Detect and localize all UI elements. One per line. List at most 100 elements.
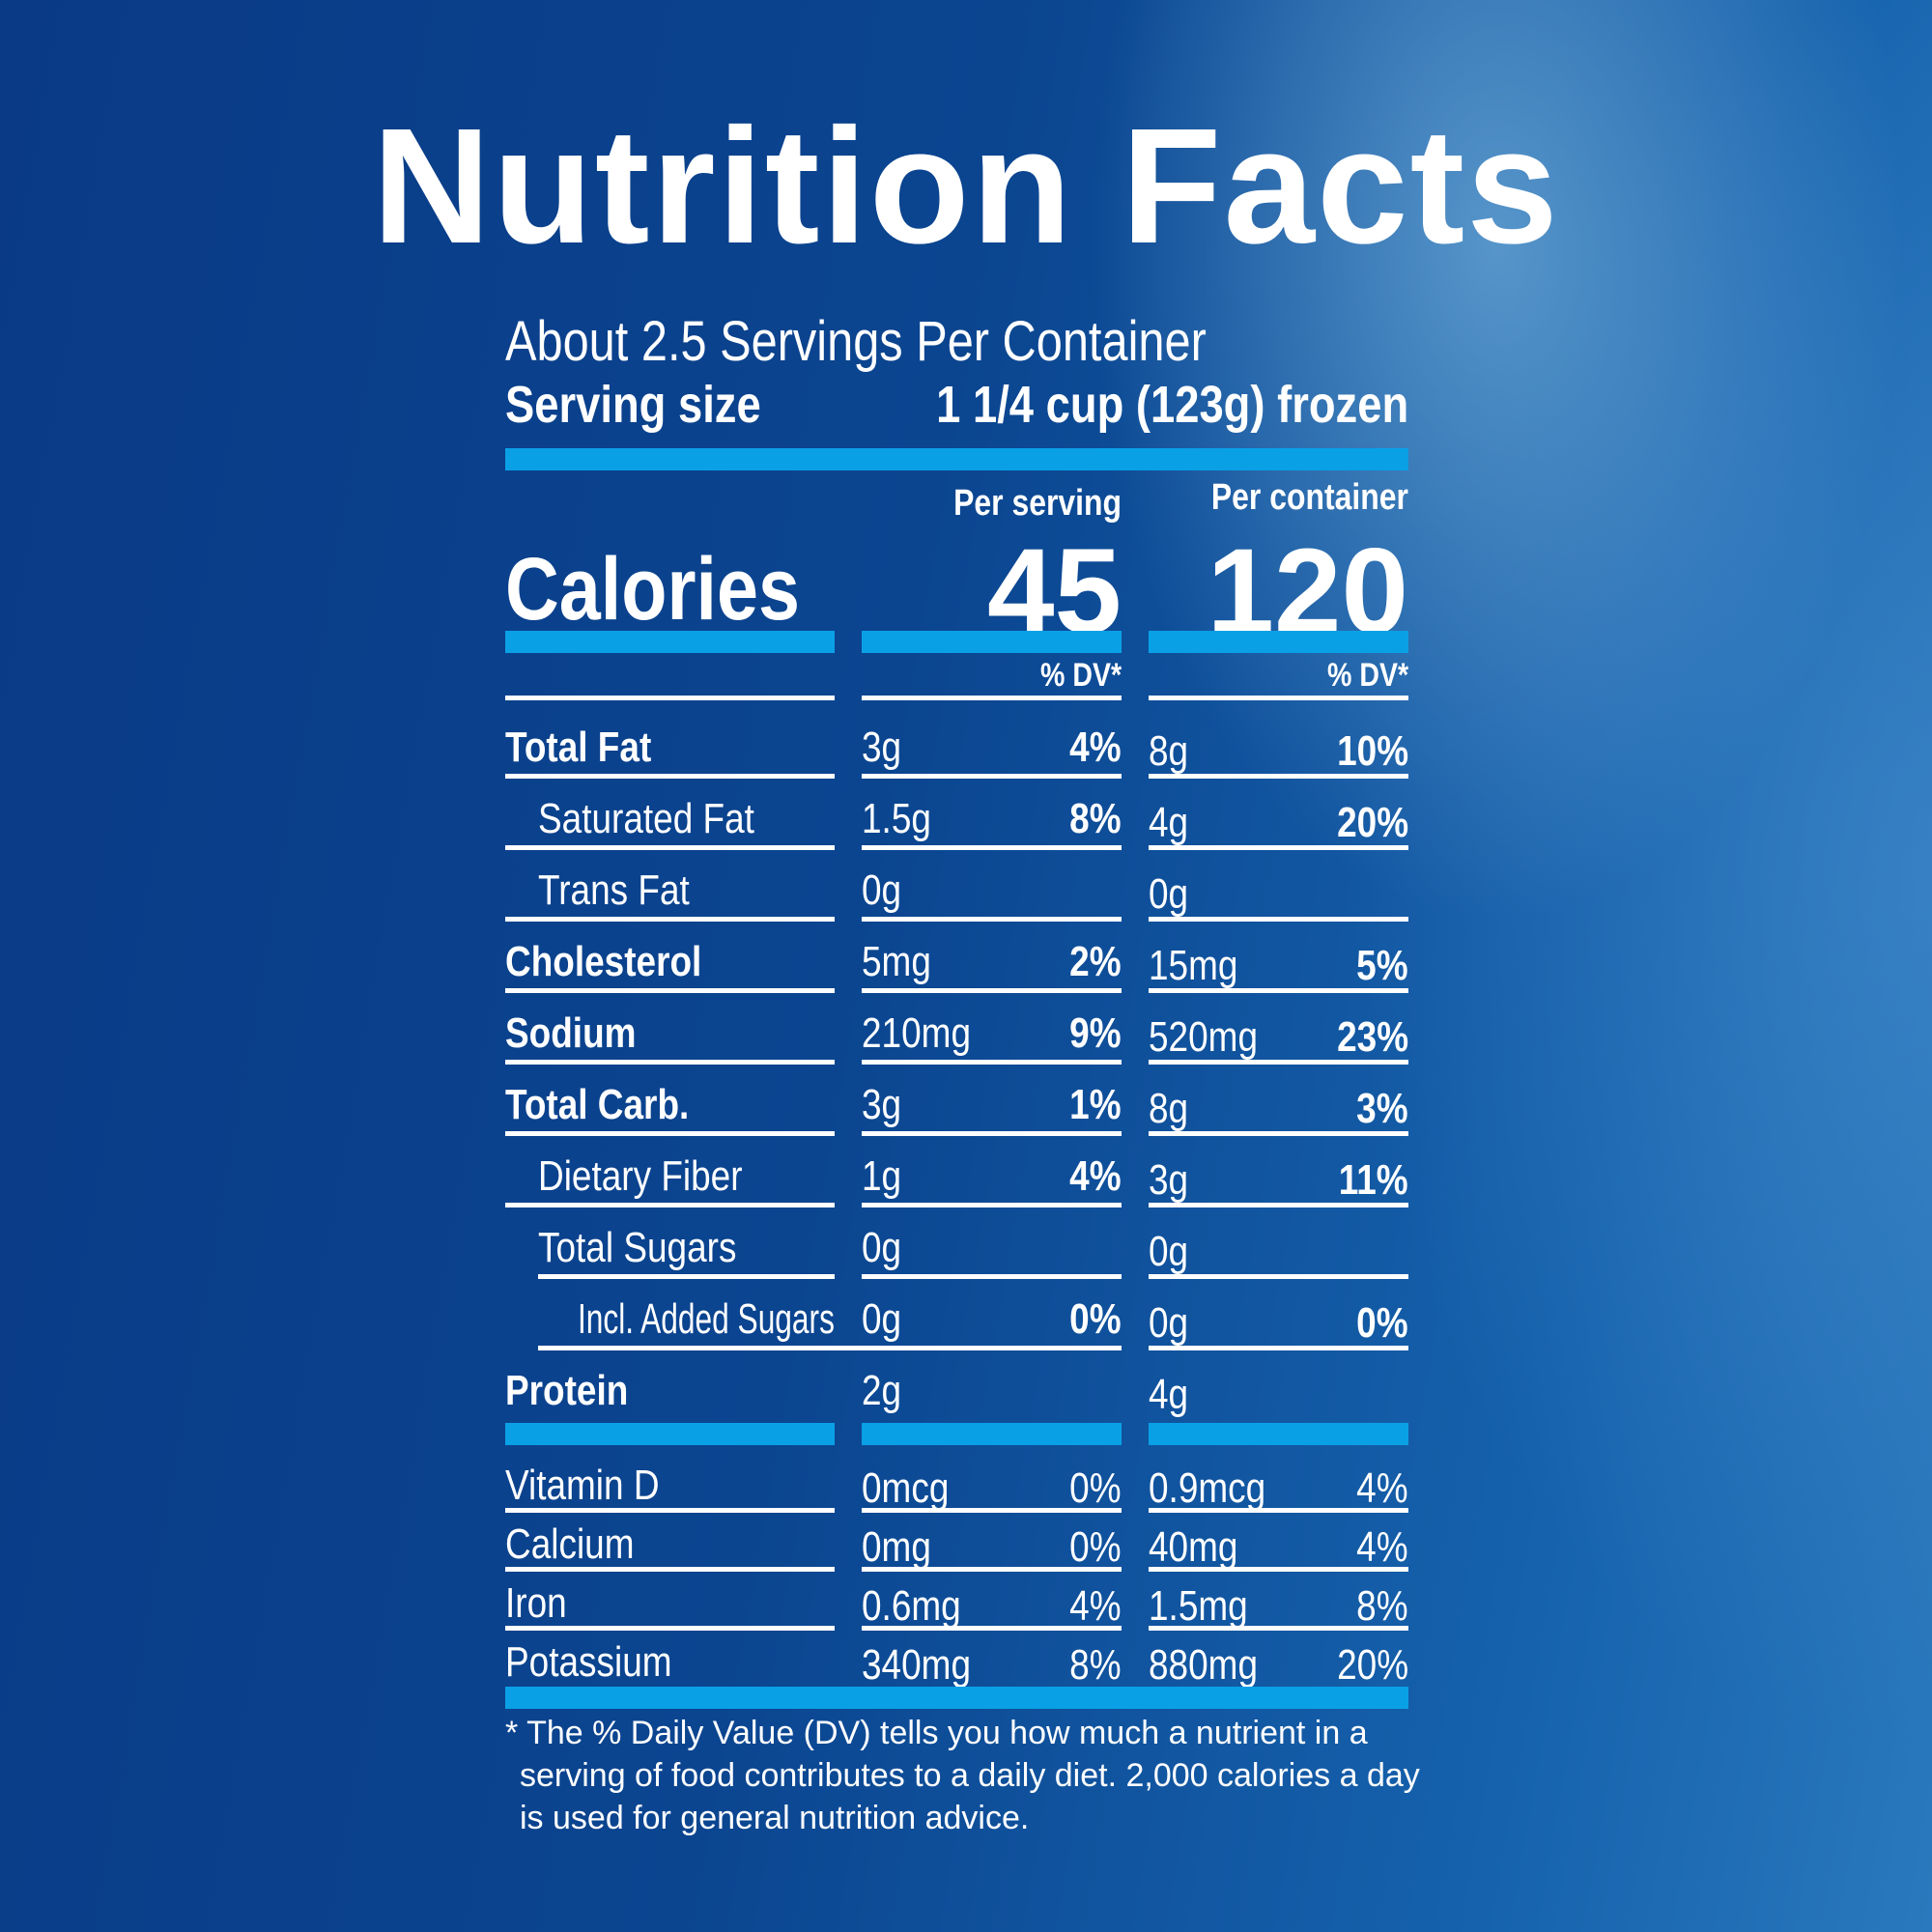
serving-amount-text: 0g [862, 1295, 902, 1343]
serving-dv-text: 0% [1069, 1523, 1122, 1571]
divider [1149, 1346, 1408, 1350]
serving-dv-text: 9% [1069, 1009, 1122, 1057]
serving-dv: 8% [862, 1644, 1122, 1687]
container-amount-text: 0.9mcg [1149, 1464, 1266, 1512]
container-dv-text: 20% [1337, 799, 1408, 846]
serving-size-value-text: 1 1/4 cup (123g) frozen [935, 376, 1408, 434]
container-amount-text: 8g [1149, 1085, 1189, 1132]
container-dv-text: 8% [1356, 1582, 1408, 1630]
divider [862, 917, 1122, 922]
servings-text: About 2.5 Servings Per Container [505, 310, 1207, 373]
serving-dv-text: 2% [1069, 938, 1122, 985]
vitamin-name: Iron [505, 1582, 579, 1625]
serving-amount-text: 0g [862, 1224, 902, 1271]
serving-dv-text: 4% [1069, 1582, 1122, 1630]
serving-dv-text: 8% [1069, 1641, 1122, 1689]
divider [1149, 696, 1408, 700]
serving-dv: 1% [862, 1084, 1122, 1126]
container-dv: 23% [1149, 1016, 1408, 1059]
serving-dv [862, 869, 1122, 912]
serving-dv-text: 4% [1069, 724, 1122, 771]
nutrient-name-text: Trans Fat [538, 867, 690, 914]
serving-amount-text: 210mg [862, 1009, 972, 1057]
vitamin-name: Calcium [505, 1523, 659, 1566]
divider [505, 1203, 835, 1208]
nutrient-name-text: Total Carb. [505, 1081, 690, 1128]
serving-size-label-text: Serving size [505, 376, 761, 434]
container-amount: 0g [1149, 873, 1196, 916]
divider [862, 1274, 1122, 1279]
divider [505, 774, 835, 779]
container-dv: 20% [1149, 1644, 1408, 1687]
nutrient-name-text: Dietary Fiber [538, 1152, 743, 1200]
divider-calories-2 [862, 631, 1122, 653]
container-dv: 8% [1149, 1585, 1408, 1628]
container-dv-text: 3% [1356, 1085, 1408, 1132]
nutrient-name: Total Sugars [538, 1227, 775, 1269]
container-dv-text: 11% [1339, 1156, 1408, 1204]
serving-amount: 0g [862, 1227, 909, 1269]
container-dv: 4% [1149, 1467, 1408, 1510]
serving-amount: 0g [862, 1298, 909, 1341]
divider [862, 1626, 1122, 1631]
container-amount-text: 40mg [1149, 1523, 1238, 1571]
divider [862, 774, 1122, 779]
serving-amount: 3g [862, 726, 909, 769]
container-amount: 8g [1149, 730, 1196, 773]
footnote: * The % Daily Value (DV) tells you how m… [505, 1712, 1420, 1839]
container-amount-text: 3g [1149, 1156, 1189, 1204]
container-dv-text: 5% [1356, 942, 1408, 989]
nutrient-name: Saturated Fat [538, 798, 796, 840]
serving-amount: 210mg [862, 1012, 992, 1055]
container-amount: 880mg [1149, 1644, 1279, 1687]
vitamin-name-text: Calcium [505, 1520, 635, 1568]
dv-text: % DV* [1326, 657, 1408, 694]
per-container-text: Per container [1210, 477, 1408, 518]
divider [505, 1508, 835, 1513]
divider-protein-2 [862, 1423, 1122, 1445]
divider [862, 1508, 1122, 1513]
container-amount: 3g [1149, 1159, 1196, 1202]
footnote-line: serving of food contributes to a daily d… [520, 1757, 1420, 1794]
container-dv-text: 20% [1337, 1641, 1408, 1689]
vitamin-name: Potassium [505, 1641, 703, 1684]
servings-per-container: About 2.5 Servings Per Container [505, 309, 1340, 374]
serving-dv: 2% [862, 941, 1122, 983]
serving-amount: 2g [862, 1370, 909, 1412]
divider [1149, 1060, 1408, 1065]
serving-size-value: 1 1/4 cup (123g) frozen [846, 375, 1408, 435]
nutrient-name: Protein [505, 1370, 652, 1412]
container-dv: 20% [1149, 802, 1408, 844]
serving-amount: 340mg [862, 1644, 992, 1687]
serving-amount: 1g [862, 1155, 909, 1198]
divider [1149, 1274, 1408, 1279]
divider [505, 845, 835, 850]
divider-protein-3 [1149, 1423, 1408, 1445]
divider-calories-3 [1149, 631, 1408, 653]
divider-thick [505, 448, 1408, 470]
serving-dv [862, 1370, 1122, 1412]
container-dv: 11% [1149, 1159, 1408, 1202]
footnote-line: is used for general nutrition advice. [520, 1800, 1030, 1836]
page-title: Nutrition Facts [372, 95, 1560, 278]
vitamin-name: Vitamin D [505, 1464, 689, 1507]
serving-amount-text: 1.5g [862, 795, 931, 842]
serving-dv-text: 1% [1069, 1081, 1122, 1128]
divider [1149, 774, 1408, 779]
divider [1149, 1626, 1408, 1631]
container-amount: 8g [1149, 1088, 1196, 1130]
serving-dv-text: 0% [1069, 1464, 1122, 1512]
divider [862, 696, 1122, 700]
divider [862, 1060, 1122, 1065]
serving-amount-text: 0mg [862, 1523, 931, 1571]
serving-size-label: Serving size [505, 375, 810, 435]
divider [862, 845, 1122, 850]
per-serving-label: Per serving [862, 483, 1122, 525]
nutrient-name: Sodium [505, 1012, 661, 1055]
nutrient-name-text: Incl. Added Sugars [578, 1295, 835, 1343]
divider-bottom [505, 1687, 1408, 1709]
serving-dv: 8% [862, 798, 1122, 840]
serving-amount-text: 2g [862, 1367, 902, 1414]
nutrient-name-text: Sodium [505, 1009, 637, 1057]
serving-amount: 0mg [862, 1526, 945, 1569]
